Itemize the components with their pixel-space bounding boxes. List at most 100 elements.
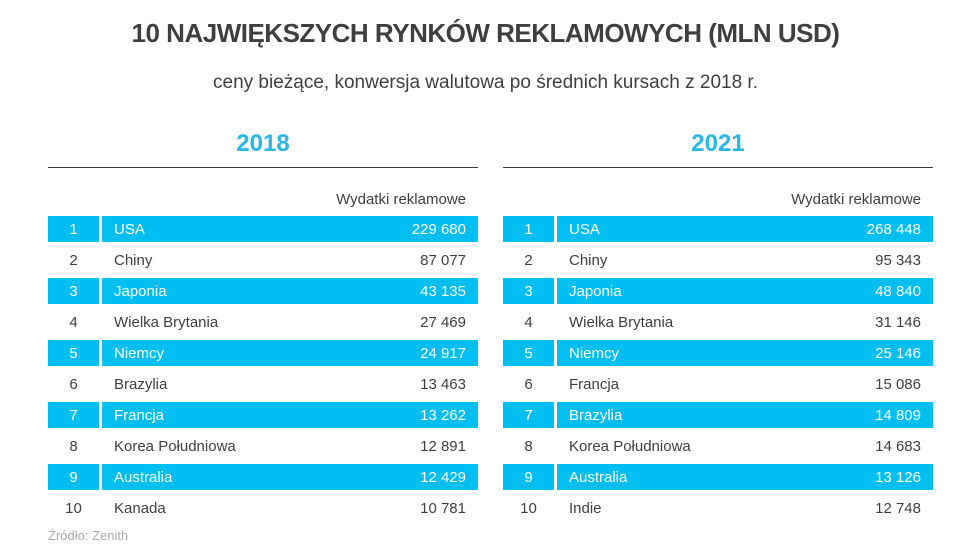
table-row: 8 Korea Południowa 14 683 bbox=[503, 433, 933, 459]
value-label: 10 781 bbox=[420, 499, 466, 517]
value-label: 43 135 bbox=[420, 282, 466, 300]
rank-cell: 7 bbox=[48, 402, 99, 428]
rank-cell: 1 bbox=[48, 216, 99, 242]
rank-cell: 2 bbox=[524, 251, 533, 269]
rank-cell: 10 bbox=[65, 499, 82, 517]
country-label: Niemcy bbox=[569, 344, 620, 362]
rank-cell: 9 bbox=[48, 464, 99, 490]
rank-cell: 8 bbox=[524, 437, 533, 455]
rank-cell: 9 bbox=[503, 464, 554, 490]
value-label: 12 429 bbox=[420, 468, 466, 486]
table-row: 2 Chiny 87 077 bbox=[48, 247, 478, 273]
rank-cell: 3 bbox=[48, 278, 99, 304]
country-label: Korea Południowa bbox=[569, 437, 691, 455]
cell-divider bbox=[99, 495, 102, 521]
value-label: 15 086 bbox=[875, 375, 921, 393]
value-label: 268 448 bbox=[866, 220, 921, 238]
cell-divider bbox=[554, 247, 557, 273]
value-column-header: Wydatki reklamowe bbox=[791, 191, 921, 208]
cell-divider bbox=[554, 433, 557, 459]
rank-cell: 8 bbox=[69, 437, 78, 455]
cell-divider bbox=[554, 464, 557, 490]
rank-cell: 3 bbox=[503, 278, 554, 304]
country-label: USA bbox=[114, 220, 145, 238]
cell-divider bbox=[554, 309, 557, 335]
row-main-cell: Francja 15 086 bbox=[557, 371, 933, 397]
year-header-2018: 2018 bbox=[48, 130, 478, 168]
value-label: 229 680 bbox=[411, 220, 466, 238]
country-label: Australia bbox=[114, 468, 173, 486]
country-label: Brazylia bbox=[114, 375, 168, 393]
country-label: Francja bbox=[569, 375, 620, 393]
table-row: 6 Francja 15 086 bbox=[503, 371, 933, 397]
table-row: 7 Brazylia 14 809 bbox=[503, 402, 933, 428]
row-main-cell: Chiny 95 343 bbox=[557, 247, 933, 273]
cell-divider bbox=[99, 278, 102, 304]
row-main-cell: Chiny 87 077 bbox=[102, 247, 478, 273]
table-row: 9 Australia 12 429 bbox=[48, 464, 478, 490]
table-row: 3 Japonia 48 840 bbox=[503, 278, 933, 304]
country-label: Wielka Brytania bbox=[114, 313, 219, 331]
rank-cell: 6 bbox=[524, 375, 533, 393]
value-label: 12 748 bbox=[875, 499, 921, 517]
row-main-cell: Francja 13 262 bbox=[102, 402, 478, 428]
rank-cell: 2 bbox=[69, 251, 78, 269]
cell-divider bbox=[99, 402, 102, 428]
country-label: Kanada bbox=[114, 499, 166, 517]
table-row: 4 Wielka Brytania 31 146 bbox=[503, 309, 933, 335]
row-main-cell: Wielka Brytania 31 146 bbox=[557, 309, 933, 335]
tables-container: 2018 Wydatki reklamowe 1 USA 229 680 2 Chiny… bbox=[48, 130, 933, 526]
cell-divider bbox=[554, 371, 557, 397]
cell-divider bbox=[99, 216, 102, 242]
country-label: Chiny bbox=[114, 251, 153, 269]
country-label: Australia bbox=[569, 468, 628, 486]
value-label: 13 262 bbox=[420, 406, 466, 424]
source-note: Źródło: Zenith bbox=[48, 528, 129, 543]
table-row: 2 Chiny 95 343 bbox=[503, 247, 933, 273]
row-main-cell: Australia 13 126 bbox=[557, 464, 933, 490]
table-row: 10 Indie 12 748 bbox=[503, 495, 933, 521]
rank-cell: 10 bbox=[520, 499, 537, 517]
table-row: 5 Niemcy 25 146 bbox=[503, 340, 933, 366]
row-main-cell: USA 229 680 bbox=[102, 216, 478, 242]
country-label: Korea Południowa bbox=[114, 437, 236, 455]
table-row: 7 Francja 13 262 bbox=[48, 402, 478, 428]
cell-divider bbox=[99, 433, 102, 459]
table-rows-2018: 1 USA 229 680 2 Chiny 87 077 3 Japonia 43 135 4 Wi… bbox=[48, 216, 478, 521]
table-row: 4 Wielka Brytania 27 469 bbox=[48, 309, 478, 335]
cell-divider bbox=[554, 278, 557, 304]
table-row: 9 Australia 13 126 bbox=[503, 464, 933, 490]
value-label: 13 463 bbox=[420, 375, 466, 393]
country-label: Japonia bbox=[569, 282, 622, 300]
row-main-cell: Japonia 43 135 bbox=[102, 278, 478, 304]
rank-cell: 4 bbox=[524, 313, 533, 331]
row-main-cell: Brazylia 13 463 bbox=[102, 371, 478, 397]
row-main-cell: Kanada 10 781 bbox=[102, 495, 478, 521]
cell-divider bbox=[99, 464, 102, 490]
table-rows-2021: 1 USA 268 448 2 Chiny 95 343 3 Japonia 48 840 4 Wi… bbox=[503, 216, 933, 521]
row-main-cell: USA 268 448 bbox=[557, 216, 933, 242]
cell-divider bbox=[554, 495, 557, 521]
value-label: 24 917 bbox=[420, 344, 466, 362]
value-label: 95 343 bbox=[875, 251, 921, 269]
row-main-cell: Indie 12 748 bbox=[557, 495, 933, 521]
value-column-header: Wydatki reklamowe bbox=[336, 191, 466, 208]
value-label: 12 891 bbox=[420, 437, 466, 455]
rank-cell: 1 bbox=[503, 216, 554, 242]
cell-divider bbox=[99, 309, 102, 335]
country-label: Brazylia bbox=[569, 406, 623, 424]
rank-cell: 7 bbox=[503, 402, 554, 428]
row-main-cell: Korea Południowa 12 891 bbox=[102, 433, 478, 459]
row-main-cell: Australia 12 429 bbox=[102, 464, 478, 490]
country-label: Indie bbox=[569, 499, 602, 517]
row-main-cell: Niemcy 24 917 bbox=[102, 340, 478, 366]
country-label: Niemcy bbox=[114, 344, 165, 362]
table-panel-2018: 2018 Wydatki reklamowe 1 USA 229 680 2 Chiny… bbox=[48, 130, 478, 526]
rank-cell: 5 bbox=[503, 340, 554, 366]
table-row: 10 Kanada 10 781 bbox=[48, 495, 478, 521]
cell-divider bbox=[554, 216, 557, 242]
cell-divider bbox=[99, 340, 102, 366]
row-main-cell: Niemcy 25 146 bbox=[557, 340, 933, 366]
rank-cell: 5 bbox=[48, 340, 99, 366]
